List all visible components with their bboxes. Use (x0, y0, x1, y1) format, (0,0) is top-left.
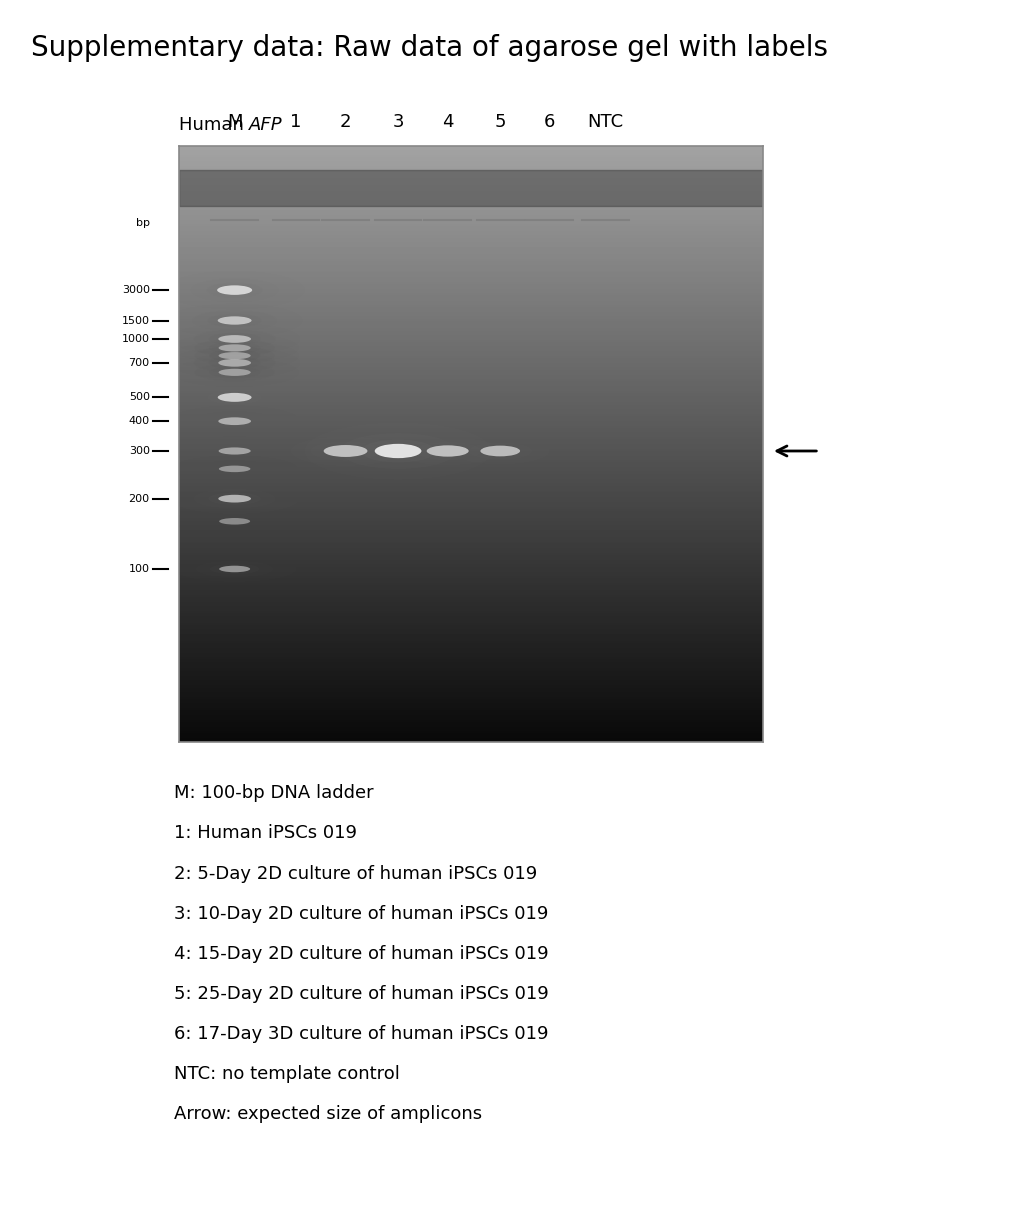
Text: 5: 5 (495, 113, 506, 131)
Ellipse shape (209, 333, 261, 345)
Ellipse shape (219, 466, 251, 472)
Ellipse shape (196, 513, 273, 529)
Ellipse shape (218, 393, 252, 401)
Ellipse shape (209, 342, 260, 354)
Ellipse shape (340, 433, 457, 469)
Ellipse shape (218, 359, 251, 367)
Text: 100: 100 (129, 564, 150, 574)
Ellipse shape (209, 415, 261, 427)
Text: 1000: 1000 (122, 334, 150, 344)
Text: 700: 700 (129, 358, 150, 367)
Text: M: 100-bp DNA ladder: M: 100-bp DNA ladder (174, 784, 374, 803)
Text: 6: 6 (544, 113, 556, 131)
Text: Supplementary data: Raw data of agarose gel with labels: Supplementary data: Raw data of agarose … (31, 34, 827, 62)
Ellipse shape (218, 495, 251, 502)
Text: Human: Human (179, 116, 250, 134)
Ellipse shape (310, 441, 381, 461)
Ellipse shape (451, 438, 550, 465)
Text: 4: 4 (442, 113, 454, 131)
Text: 6: 17-Day 3D culture of human iPSCs 019: 6: 17-Day 3D culture of human iPSCs 019 (174, 1025, 549, 1043)
Text: AFP: AFP (249, 116, 283, 134)
Ellipse shape (209, 492, 261, 505)
Ellipse shape (395, 437, 501, 466)
Ellipse shape (195, 443, 274, 460)
Text: 500: 500 (129, 393, 150, 402)
Ellipse shape (217, 286, 252, 295)
Ellipse shape (375, 444, 422, 458)
Text: 1500: 1500 (122, 315, 150, 326)
Ellipse shape (218, 368, 251, 376)
Text: 1: Human iPSCs 019: 1: Human iPSCs 019 (174, 824, 357, 843)
Text: 1: 1 (290, 113, 302, 131)
Bar (179, 170, 763, 206)
Text: NTC: no template control: NTC: no template control (174, 1065, 400, 1083)
Ellipse shape (194, 411, 275, 430)
Ellipse shape (195, 347, 274, 365)
Text: 3000: 3000 (122, 285, 150, 295)
Ellipse shape (195, 364, 274, 382)
Text: 200: 200 (129, 494, 150, 503)
Text: 3: 10-Day 2D culture of human iPSCs 019: 3: 10-Day 2D culture of human iPSCs 019 (174, 905, 549, 923)
Ellipse shape (194, 330, 275, 349)
Text: 5: 25-Day 2D culture of human iPSCs 019: 5: 25-Day 2D culture of human iPSCs 019 (174, 985, 549, 1003)
Ellipse shape (207, 282, 263, 298)
Ellipse shape (210, 463, 260, 474)
Ellipse shape (194, 353, 275, 372)
Text: 2: 5-Day 2D culture of human iPSCs 019: 2: 5-Day 2D culture of human iPSCs 019 (174, 865, 538, 883)
Ellipse shape (218, 344, 251, 351)
Ellipse shape (218, 316, 252, 325)
Ellipse shape (193, 310, 276, 331)
Ellipse shape (209, 356, 261, 368)
Text: M: M (227, 113, 243, 131)
Ellipse shape (210, 564, 259, 574)
Text: 4: 15-Day 2D culture of human iPSCs 019: 4: 15-Day 2D culture of human iPSCs 019 (174, 945, 549, 963)
Ellipse shape (210, 516, 259, 527)
Ellipse shape (414, 441, 481, 460)
Ellipse shape (209, 445, 260, 457)
Ellipse shape (193, 387, 276, 409)
Ellipse shape (194, 489, 275, 508)
Ellipse shape (480, 445, 520, 456)
Ellipse shape (209, 350, 260, 361)
Ellipse shape (190, 278, 279, 302)
Ellipse shape (218, 353, 251, 359)
Ellipse shape (209, 366, 260, 378)
Text: Arrow: expected size of amplicons: Arrow: expected size of amplicons (174, 1105, 482, 1124)
Ellipse shape (218, 336, 251, 343)
Text: 300: 300 (129, 446, 150, 456)
Text: 3: 3 (392, 113, 403, 131)
Ellipse shape (195, 339, 274, 356)
Ellipse shape (196, 561, 273, 578)
Ellipse shape (208, 314, 262, 327)
Ellipse shape (218, 417, 251, 426)
Text: 400: 400 (129, 416, 150, 426)
Ellipse shape (219, 518, 250, 524)
Text: 2: 2 (340, 113, 351, 131)
Ellipse shape (291, 437, 400, 466)
Ellipse shape (427, 445, 469, 457)
Text: NTC: NTC (587, 113, 624, 131)
Ellipse shape (360, 439, 435, 462)
Ellipse shape (324, 445, 368, 457)
Ellipse shape (219, 565, 250, 573)
Ellipse shape (196, 461, 274, 477)
Ellipse shape (468, 443, 532, 460)
Text: bp: bp (136, 219, 150, 229)
Ellipse shape (208, 390, 262, 405)
Ellipse shape (218, 447, 251, 455)
